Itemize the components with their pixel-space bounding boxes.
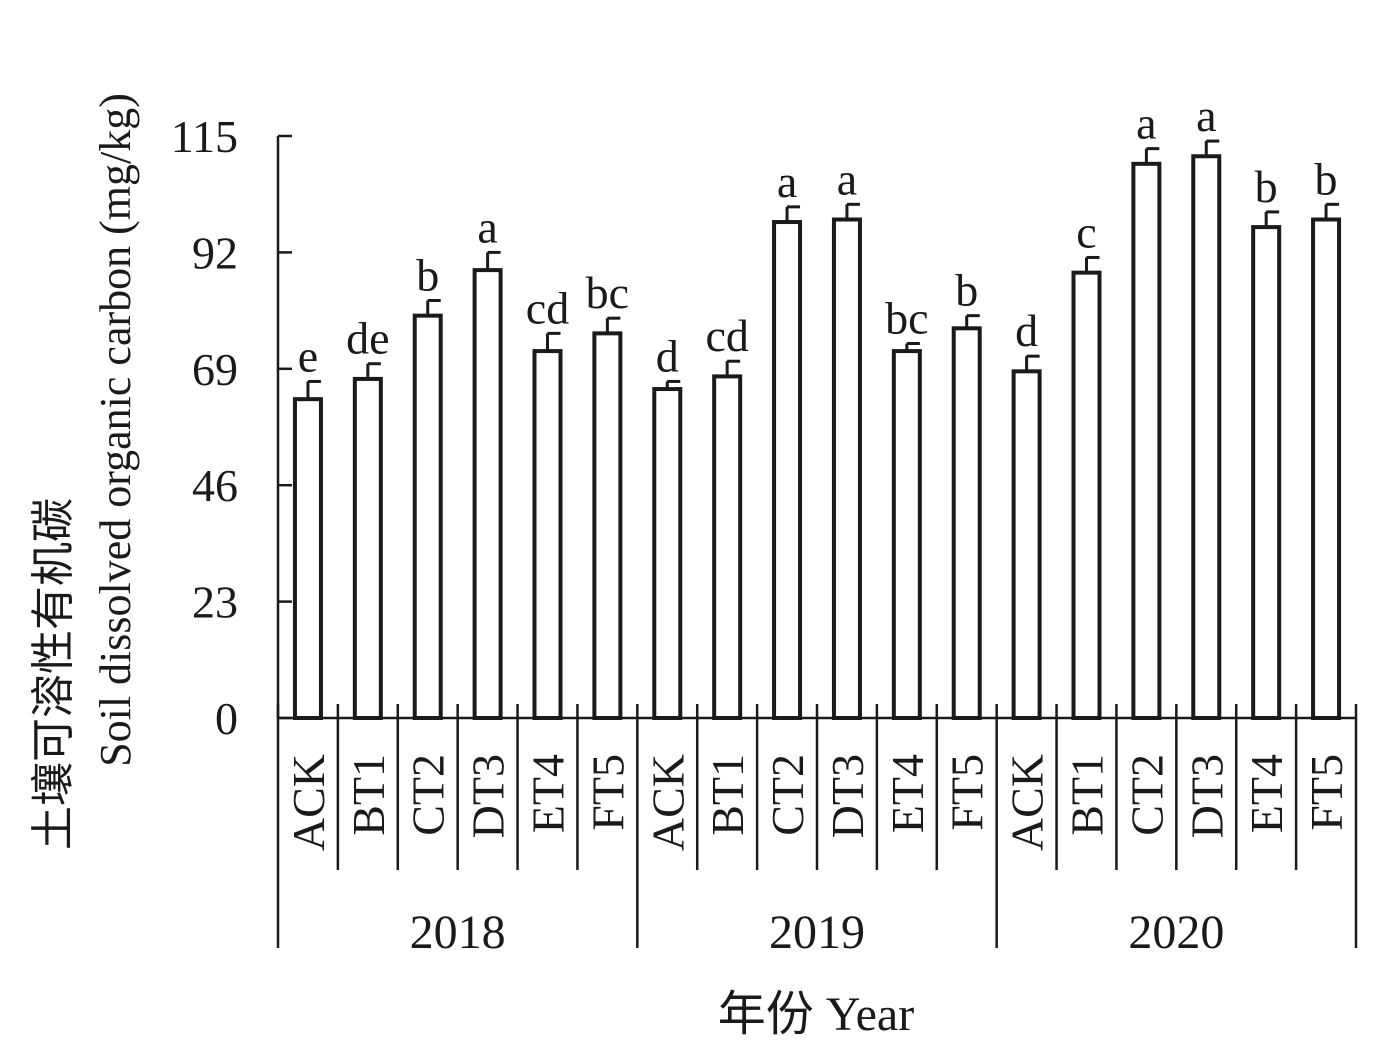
x-category-label: ET4 <box>523 754 574 833</box>
x-category-label: FT5 <box>942 754 993 831</box>
y-tick-label: 69 <box>192 344 238 395</box>
x-category-label: ACK <box>283 754 334 851</box>
y-tick-label: 92 <box>192 227 238 278</box>
significance-letter: d <box>1015 305 1038 356</box>
significance-letter: a <box>1196 90 1216 141</box>
x-category-label: BT1 <box>343 754 394 836</box>
group-label: 2020 <box>1128 906 1224 959</box>
x-category-label: DT3 <box>463 754 514 838</box>
group-label: 2018 <box>410 906 506 959</box>
bar <box>472 268 503 720</box>
significance-letter: c <box>1076 206 1096 257</box>
significance-letter: a <box>837 153 857 204</box>
significance-letter: a <box>1136 98 1156 149</box>
bar <box>352 376 383 720</box>
bar <box>592 331 623 720</box>
bar <box>951 326 982 720</box>
significance-letter: cd <box>705 310 748 361</box>
x-category-label: BT1 <box>1062 754 1113 836</box>
significance-letter: cd <box>526 282 569 333</box>
y-axis-title: Soil dissolved organic carbon (mg/kg) 土壤… <box>29 93 140 850</box>
x-category-label: CT2 <box>1121 754 1172 836</box>
significance-letter: d <box>656 330 679 381</box>
significance-letter: b <box>1315 153 1338 204</box>
y-tick-label: 0 <box>215 693 238 744</box>
y-axis-title-en: Soil dissolved organic carbon (mg/kg) <box>91 93 140 767</box>
significance-letter: e <box>298 330 318 381</box>
significance-letter: de <box>346 313 389 364</box>
x-category-label: CT2 <box>762 754 813 836</box>
significance-letter: bc <box>885 292 928 343</box>
y-tick-label: 23 <box>192 577 238 628</box>
significance-letter: bc <box>586 267 629 318</box>
x-category-label: ET4 <box>882 754 933 833</box>
x-axis-title: 年份 Year <box>718 988 914 1041</box>
y-axis: 0 23 46 69 92 115 <box>171 111 292 744</box>
bar <box>831 217 862 721</box>
bar <box>712 374 743 720</box>
x-category-label: FT5 <box>1301 754 1352 831</box>
x-category-label: CT2 <box>403 754 454 836</box>
y-tick-label: 115 <box>171 111 238 162</box>
y-tick-label: 46 <box>192 460 238 511</box>
significance-letter: b <box>955 265 978 316</box>
significance-letter: b <box>416 249 439 300</box>
x-category-label: ACK <box>642 754 693 851</box>
significance-letter: a <box>477 201 497 252</box>
bar <box>1071 270 1102 720</box>
x-category-label: DT3 <box>822 754 873 838</box>
x-category-label: FT5 <box>582 754 633 831</box>
significance-letter: a <box>777 156 797 207</box>
bar <box>772 220 803 720</box>
y-axis-title-cn: 土壤可溶性有机碳 <box>29 498 78 850</box>
x-category-label: ACK <box>1002 754 1053 851</box>
bar <box>292 397 323 720</box>
bar <box>1131 161 1162 720</box>
bar <box>1011 369 1042 720</box>
x-category-label: ET4 <box>1241 754 1292 833</box>
bar <box>1251 225 1282 721</box>
significance-letter: b <box>1255 161 1278 212</box>
bar <box>652 387 683 720</box>
bar <box>532 349 563 720</box>
x-category-label: DT3 <box>1181 754 1232 838</box>
bar <box>412 313 443 720</box>
bar <box>891 349 922 720</box>
group-label: 2019 <box>769 906 865 959</box>
bar <box>1311 217 1342 721</box>
bar <box>1191 154 1222 721</box>
x-category-label: BT1 <box>702 754 753 836</box>
